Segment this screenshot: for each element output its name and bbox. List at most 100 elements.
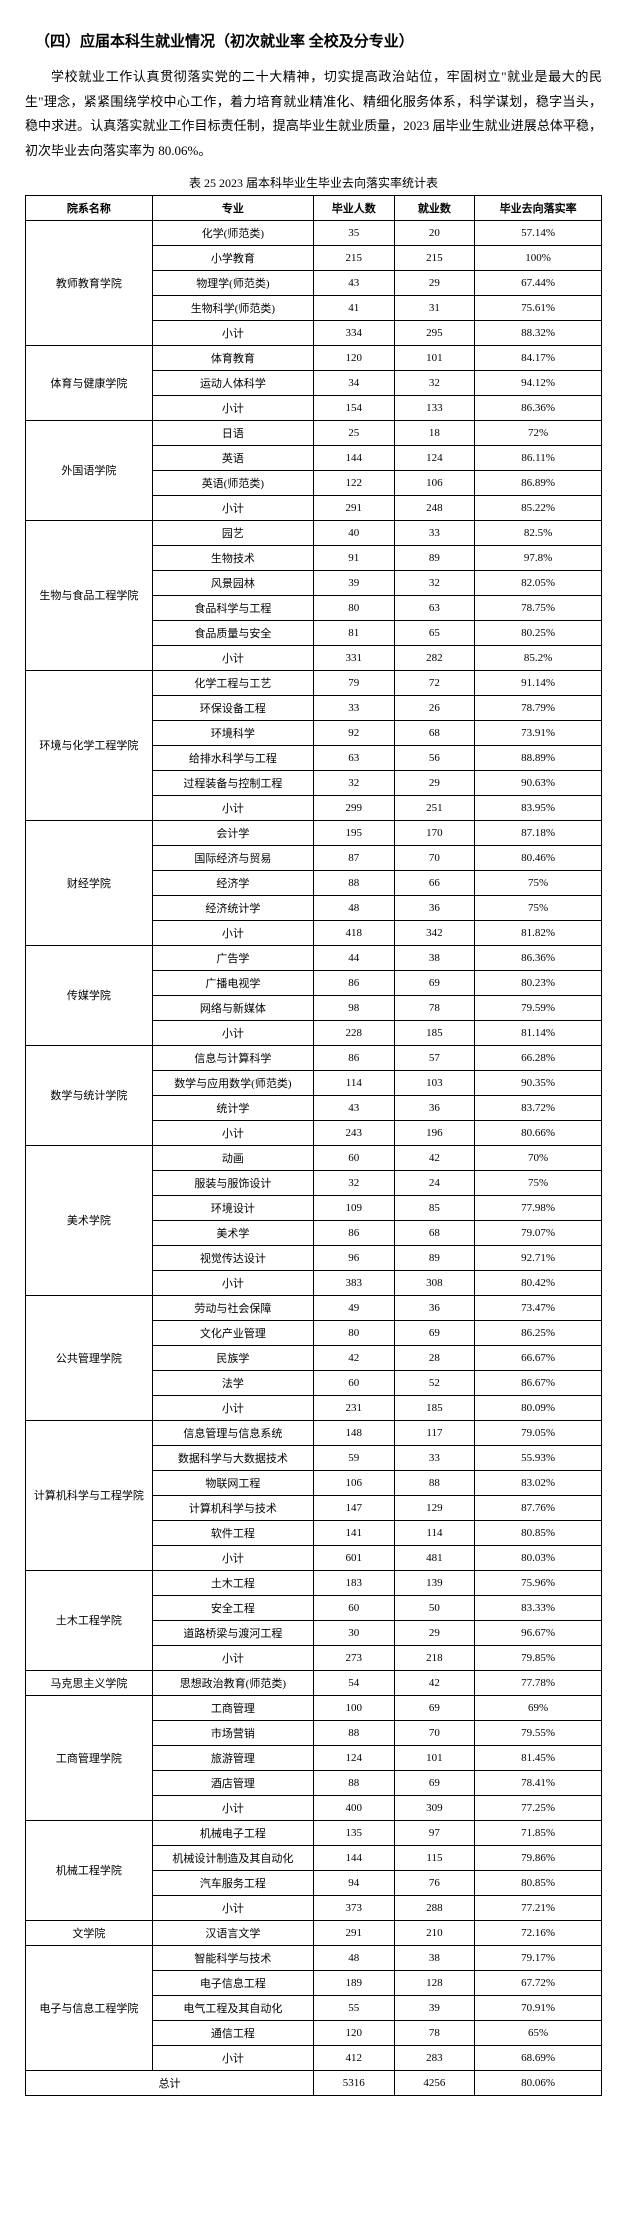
data-cell: 129: [394, 1495, 475, 1520]
data-cell: 88.89%: [475, 745, 602, 770]
data-cell: 139: [394, 1570, 475, 1595]
data-cell: 体育教育: [152, 345, 313, 370]
data-cell: 园艺: [152, 520, 313, 545]
data-cell: 动画: [152, 1145, 313, 1170]
total-label-cell: 总计: [26, 2070, 314, 2095]
data-cell: 68.69%: [475, 2045, 602, 2070]
data-cell: 101: [394, 1745, 475, 1770]
data-cell: 86.25%: [475, 1320, 602, 1345]
dept-cell: 土木工程学院: [26, 1570, 153, 1670]
data-cell: 124: [313, 1745, 394, 1770]
data-cell: 94.12%: [475, 370, 602, 395]
data-cell: 251: [394, 795, 475, 820]
data-cell: 69: [394, 1320, 475, 1345]
data-cell: 196: [394, 1120, 475, 1145]
data-cell: 70: [394, 1720, 475, 1745]
data-cell: 60: [313, 1595, 394, 1620]
col-dept: 院系名称: [26, 195, 153, 220]
data-cell: 80.66%: [475, 1120, 602, 1145]
data-cell: 英语(师范类): [152, 470, 313, 495]
table-row: 外国语学院日语251872%: [26, 420, 602, 445]
table-row: 体育与健康学院体育教育12010184.17%: [26, 345, 602, 370]
dept-cell: 电子与信息工程学院: [26, 1945, 153, 2070]
data-cell: 90.35%: [475, 1070, 602, 1095]
data-cell: 环境科学: [152, 720, 313, 745]
data-cell: 风景园林: [152, 570, 313, 595]
data-cell: 80.23%: [475, 970, 602, 995]
data-cell: 128: [394, 1970, 475, 1995]
data-cell: 28: [394, 1345, 475, 1370]
dept-cell: 马克思主义学院: [26, 1670, 153, 1695]
data-cell: 电气工程及其自动化: [152, 1995, 313, 2020]
data-cell: 41: [313, 295, 394, 320]
data-cell: 88: [313, 1720, 394, 1745]
data-cell: 78.41%: [475, 1770, 602, 1795]
data-cell: 55.93%: [475, 1445, 602, 1470]
data-cell: 小计: [152, 1545, 313, 1570]
table-row: 计算机科学与工程学院信息管理与信息系统14811779.05%: [26, 1420, 602, 1445]
data-cell: 小计: [152, 645, 313, 670]
data-cell: 147: [313, 1495, 394, 1520]
data-cell: 70.91%: [475, 1995, 602, 2020]
dept-cell: 文学院: [26, 1920, 153, 1945]
data-cell: 69: [394, 1695, 475, 1720]
data-cell: 283: [394, 2045, 475, 2070]
data-cell: 94: [313, 1870, 394, 1895]
data-cell: 85.2%: [475, 645, 602, 670]
data-cell: 29: [394, 1620, 475, 1645]
data-cell: 广告学: [152, 945, 313, 970]
data-cell: 78.79%: [475, 695, 602, 720]
data-cell: 美术学: [152, 1220, 313, 1245]
data-cell: 84.17%: [475, 345, 602, 370]
data-cell: 243: [313, 1120, 394, 1145]
data-cell: 49: [313, 1295, 394, 1320]
data-cell: 86: [313, 970, 394, 995]
data-cell: 生物科学(师范类): [152, 295, 313, 320]
dept-cell: 外国语学院: [26, 420, 153, 520]
data-cell: 小计: [152, 1395, 313, 1420]
total-cell: 5316: [313, 2070, 394, 2095]
data-cell: 88: [313, 870, 394, 895]
data-cell: 148: [313, 1420, 394, 1445]
data-cell: 38: [394, 1945, 475, 1970]
data-cell: 67.44%: [475, 270, 602, 295]
dept-cell: 数学与统计学院: [26, 1045, 153, 1145]
data-cell: 24: [394, 1170, 475, 1195]
data-cell: 42: [394, 1670, 475, 1695]
data-cell: 100%: [475, 245, 602, 270]
data-cell: 66.28%: [475, 1045, 602, 1070]
data-cell: 400: [313, 1795, 394, 1820]
data-cell: 43: [313, 1095, 394, 1120]
data-cell: 85.22%: [475, 495, 602, 520]
data-cell: 308: [394, 1270, 475, 1295]
data-cell: 68: [394, 1220, 475, 1245]
data-cell: 601: [313, 1545, 394, 1570]
data-cell: 32: [394, 370, 475, 395]
data-cell: 77.25%: [475, 1795, 602, 1820]
data-cell: 化学工程与工艺: [152, 670, 313, 695]
data-cell: 80.46%: [475, 845, 602, 870]
data-cell: 83.33%: [475, 1595, 602, 1620]
data-cell: 183: [313, 1570, 394, 1595]
data-cell: 36: [394, 1295, 475, 1320]
data-cell: 会计学: [152, 820, 313, 845]
data-cell: 服装与服饰设计: [152, 1170, 313, 1195]
data-cell: 统计学: [152, 1095, 313, 1120]
data-cell: 25: [313, 420, 394, 445]
data-cell: 80.25%: [475, 620, 602, 645]
table-row: 文学院汉语言文学29121072.16%: [26, 1920, 602, 1945]
table-row: 美术学院动画604270%: [26, 1145, 602, 1170]
table-row: 生物与食品工程学院园艺403382.5%: [26, 520, 602, 545]
data-cell: 80.42%: [475, 1270, 602, 1295]
data-cell: 96: [313, 1245, 394, 1270]
data-cell: 80.09%: [475, 1395, 602, 1420]
data-cell: 数学与应用数学(师范类): [152, 1070, 313, 1095]
data-cell: 旅游管理: [152, 1745, 313, 1770]
data-cell: 小计: [152, 320, 313, 345]
data-cell: 210: [394, 1920, 475, 1945]
data-cell: 汉语言文学: [152, 1920, 313, 1945]
data-cell: 79.17%: [475, 1945, 602, 1970]
data-cell: 18: [394, 420, 475, 445]
data-cell: 63: [394, 595, 475, 620]
data-cell: 81.14%: [475, 1020, 602, 1045]
